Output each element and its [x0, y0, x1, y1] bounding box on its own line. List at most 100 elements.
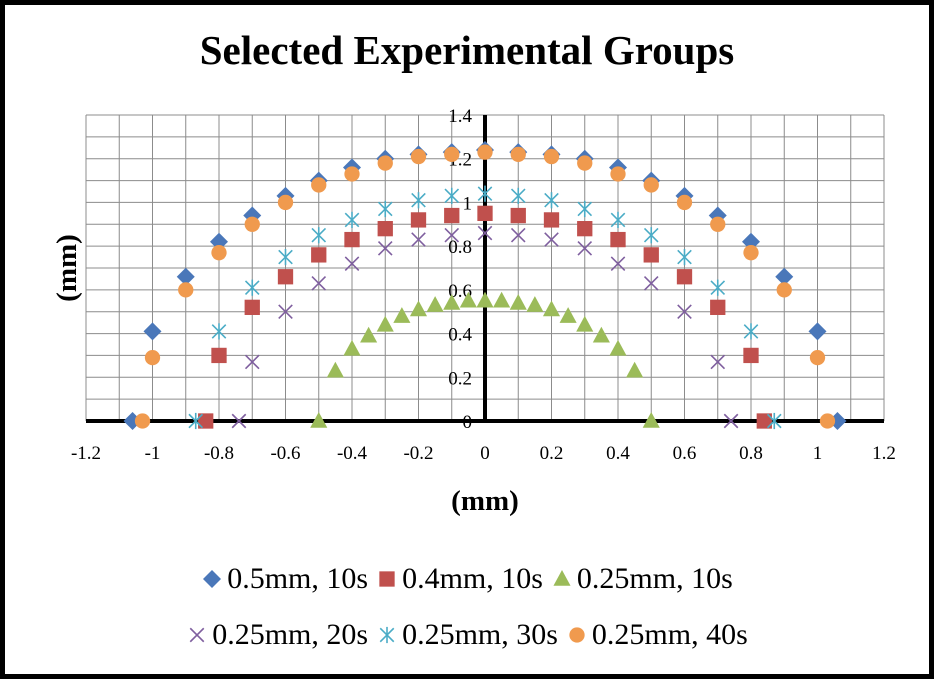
x-marker	[643, 275, 659, 291]
series-3	[310, 291, 660, 428]
circle-marker	[311, 177, 327, 193]
square-marker	[377, 221, 393, 237]
triangle-marker	[526, 296, 544, 312]
data-point	[544, 192, 559, 209]
data-point	[819, 413, 836, 429]
data-point	[510, 146, 526, 162]
data-point	[493, 291, 511, 308]
series-5	[188, 185, 782, 430]
square-marker	[710, 299, 726, 315]
asterisk-marker	[710, 279, 726, 296]
x-marker-stroke	[677, 304, 692, 320]
circle-marker	[819, 413, 836, 429]
square-marker	[344, 231, 360, 248]
x-marker	[311, 275, 327, 291]
x-marker-stroke	[377, 241, 393, 256]
data-point	[610, 231, 626, 248]
triangle-marker	[376, 315, 394, 332]
data-point	[311, 227, 327, 244]
data-point	[543, 212, 560, 228]
asterisk-marker	[311, 227, 327, 244]
square-marker	[410, 212, 427, 228]
circle-marker	[577, 155, 593, 171]
legend-item: 0.4mm, 10s	[376, 562, 543, 596]
triangle-marker	[409, 300, 428, 317]
diamond-marker	[176, 267, 195, 286]
legend-item: 0.25mm, 40s	[566, 618, 748, 652]
data-point	[710, 279, 726, 296]
circle-marker	[676, 194, 693, 211]
circle-marker	[244, 216, 260, 232]
legend-label: 0.25mm, 30s	[402, 618, 558, 651]
data-point	[743, 245, 759, 261]
triangle-marker	[326, 361, 344, 378]
data-point	[776, 282, 792, 298]
square-marker	[277, 269, 294, 285]
data-point	[459, 291, 477, 308]
y-tick-label: 0.2	[448, 368, 472, 389]
data-point	[743, 323, 759, 340]
data-point	[577, 221, 593, 237]
x-marker	[231, 413, 247, 429]
diamond-legend-icon	[203, 570, 222, 588]
data-point	[377, 155, 393, 171]
series-4	[231, 225, 739, 429]
x-marker	[244, 354, 260, 370]
data-point	[393, 307, 411, 323]
square-marker	[756, 413, 772, 429]
data-point	[444, 146, 460, 162]
x-tick-label: 0	[480, 443, 490, 464]
data-point	[775, 267, 794, 286]
legend-label: 0.25mm, 10s	[576, 562, 733, 595]
data-point	[544, 232, 559, 247]
data-point	[577, 200, 593, 218]
legend-item: 0.25mm, 10s	[551, 562, 733, 596]
asterisk-marker	[444, 187, 460, 204]
data-point	[278, 248, 293, 266]
triangle-marker	[393, 307, 411, 323]
diamond-marker	[808, 322, 827, 341]
data-point	[311, 247, 327, 263]
data-point	[756, 413, 772, 429]
x-marker-stroke	[244, 354, 260, 370]
x-marker-stroke	[723, 413, 739, 429]
data-point	[411, 232, 426, 247]
x-marker-stroke	[231, 413, 247, 429]
data-point	[577, 241, 593, 256]
data-point	[377, 221, 393, 237]
circle-marker	[377, 155, 393, 171]
x-marker-stroke	[189, 627, 205, 643]
series-2	[198, 205, 772, 429]
data-point	[277, 194, 294, 211]
asterisk-marker	[411, 192, 426, 209]
data-point	[343, 339, 361, 356]
data-point	[766, 412, 782, 430]
data-point	[710, 354, 726, 370]
legend-label: 0.5mm, 10s	[227, 562, 369, 595]
triangle-marker	[493, 291, 511, 308]
circle-marker	[710, 216, 726, 232]
data-point	[176, 267, 195, 286]
triangle-marker	[576, 315, 594, 332]
x-marker	[677, 304, 692, 320]
square-marker	[379, 571, 395, 587]
data-point	[326, 361, 344, 378]
square-marker	[477, 205, 493, 222]
asterisk-marker	[743, 323, 759, 340]
asterisk-marker	[377, 200, 393, 218]
data-point	[642, 412, 660, 428]
x-legend-icon	[189, 627, 205, 643]
data-point	[592, 326, 610, 343]
x-marker	[710, 354, 726, 370]
triangle-marker	[509, 293, 527, 310]
data-point	[231, 413, 247, 429]
data-point	[444, 187, 460, 204]
x-marker-stroke	[610, 256, 626, 271]
x-marker	[344, 256, 360, 271]
asterisk-marker	[344, 211, 360, 229]
data-point	[210, 232, 228, 251]
axes	[86, 115, 884, 423]
square-marker	[510, 207, 526, 224]
square-marker	[643, 247, 659, 263]
